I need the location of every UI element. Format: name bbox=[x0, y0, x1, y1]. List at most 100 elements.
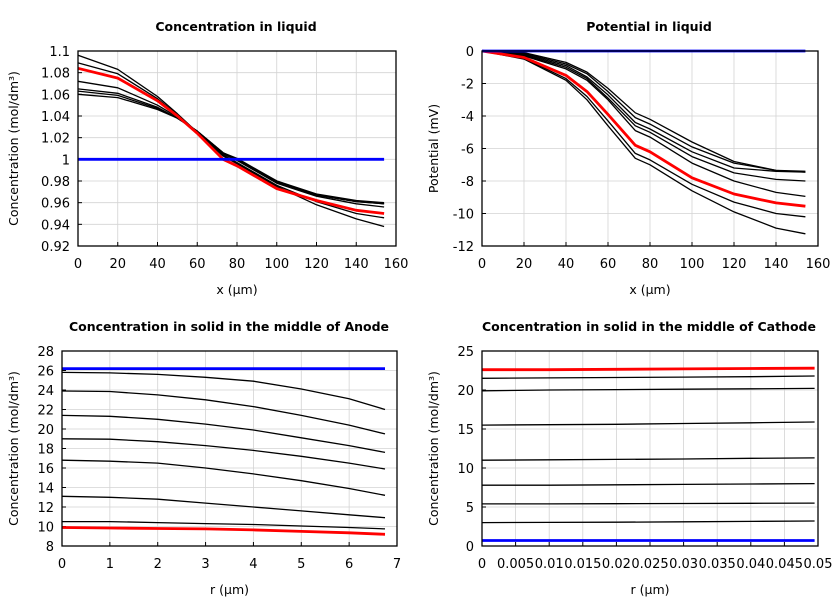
chart-title: Concentration in solid in the middle of … bbox=[482, 319, 816, 334]
x-tick-label: 6 bbox=[345, 557, 353, 572]
y-tick-label: 1.08 bbox=[41, 67, 70, 82]
series-line-black-7 bbox=[481, 50, 806, 235]
chart-title: Concentration in solid in the middle of … bbox=[69, 319, 389, 334]
x-axis-label: x (µm) bbox=[216, 282, 257, 297]
x-tick-label: 0.03 bbox=[669, 557, 698, 572]
series-line-black-6 bbox=[61, 495, 386, 519]
x-axis-label: x (µm) bbox=[629, 282, 670, 297]
x-tick-label: 3 bbox=[201, 557, 209, 572]
x-tick-label: 0 bbox=[478, 557, 486, 572]
x-tick-label: 160 bbox=[806, 257, 831, 272]
plot-frame bbox=[61, 350, 398, 547]
y-tick-label: 0 bbox=[466, 45, 474, 60]
series-line-black-5 bbox=[482, 482, 815, 486]
x-tick-label: 0.015 bbox=[564, 557, 601, 572]
series-line-black-6 bbox=[482, 502, 815, 505]
y-tick-label: 28 bbox=[37, 345, 54, 360]
x-tick-label: 0 bbox=[74, 257, 82, 272]
x-tick-label: 0.04 bbox=[736, 557, 765, 572]
x-tick-label: 120 bbox=[304, 257, 329, 272]
x-tick-label: 140 bbox=[344, 257, 369, 272]
chart-title: Potential in liquid bbox=[586, 19, 712, 34]
y-tick-label: 0.92 bbox=[41, 240, 70, 255]
y-tick-label: -6 bbox=[461, 143, 474, 158]
y-tick-label: 10 bbox=[37, 521, 54, 536]
x-axis-label: r (µm) bbox=[210, 582, 249, 597]
x-tick-label: 0.05 bbox=[804, 557, 833, 572]
x-tick-label: 80 bbox=[642, 257, 659, 272]
x-tick-label: 0.01 bbox=[535, 557, 564, 572]
series-line-black-2 bbox=[77, 62, 385, 219]
y-tick-label: 25 bbox=[457, 345, 474, 360]
x-tick-label: 160 bbox=[384, 257, 409, 272]
series-line-black-5 bbox=[481, 50, 806, 198]
y-tick-label: 16 bbox=[37, 462, 54, 477]
series-line-red-8 bbox=[481, 49, 806, 208]
y-tick-label: 0.94 bbox=[41, 218, 70, 233]
y-tick-label: 26 bbox=[37, 365, 54, 380]
series-line-black-6 bbox=[77, 93, 385, 204]
series-line-black-4 bbox=[481, 50, 806, 182]
x-tick-label: 40 bbox=[558, 257, 575, 272]
y-axis-label: Concentration (mol/dm³) bbox=[426, 371, 441, 526]
series-line-black-7 bbox=[62, 520, 386, 530]
x-tick-label: 2 bbox=[154, 557, 162, 572]
y-tick-label: 0 bbox=[466, 540, 474, 555]
x-tick-label: 140 bbox=[764, 257, 789, 272]
series-line-red-8 bbox=[482, 366, 815, 372]
y-tick-label: 20 bbox=[457, 384, 474, 399]
series-line-black-3 bbox=[481, 50, 806, 173]
x-tick-label: 40 bbox=[149, 257, 166, 272]
y-tick-label: 1.02 bbox=[41, 132, 70, 147]
y-axis-label: Concentration (mol/dm³) bbox=[6, 371, 21, 526]
series-line-black-4 bbox=[61, 438, 386, 470]
x-tick-label: 4 bbox=[249, 557, 257, 572]
x-tick-label: 7 bbox=[393, 557, 401, 572]
x-tick-label: 60 bbox=[600, 257, 617, 272]
y-tick-label: 12 bbox=[37, 501, 54, 516]
x-tick-label: 0.035 bbox=[699, 557, 736, 572]
y-tick-label: 1.06 bbox=[41, 88, 70, 103]
series-line-black-1 bbox=[61, 371, 386, 411]
y-axis-label: Concentration (mol/dm³) bbox=[6, 71, 21, 226]
x-tick-label: 5 bbox=[297, 557, 305, 572]
series-line-black-5 bbox=[77, 90, 385, 205]
plot-frame bbox=[481, 50, 819, 247]
series-line-black-3 bbox=[481, 421, 815, 426]
y-tick-label: -8 bbox=[461, 175, 474, 190]
x-tick-label: 100 bbox=[680, 257, 705, 272]
y-tick-label: -4 bbox=[461, 110, 474, 125]
y-tick-label: -12 bbox=[453, 240, 474, 255]
y-tick-label: 24 bbox=[37, 384, 54, 399]
y-tick-label: 1.1 bbox=[49, 45, 70, 60]
series-line-black-3 bbox=[77, 80, 385, 208]
series-line-black-2 bbox=[481, 387, 815, 392]
series-line-black-1 bbox=[481, 50, 806, 173]
plot-frame bbox=[481, 350, 819, 547]
subplot-2: 0 20 40 60 80 100 120 140 160 -12 -10 -8 -6 -4 -2 0 Pote… bbox=[426, 19, 830, 297]
y-tick-label: 1.04 bbox=[41, 110, 70, 125]
series-line-black-5 bbox=[61, 459, 386, 496]
x-tick-label: 120 bbox=[722, 257, 747, 272]
x-tick-label: 60 bbox=[189, 257, 206, 272]
y-tick-label: 8 bbox=[46, 540, 54, 555]
x-tick-label: 20 bbox=[516, 257, 533, 272]
series-line-black-4 bbox=[481, 457, 815, 461]
series-line-black-7 bbox=[481, 520, 815, 524]
x-tick-label: 1 bbox=[106, 557, 114, 572]
series-line-black-2 bbox=[61, 390, 386, 435]
chart-title: Concentration in liquid bbox=[155, 19, 316, 34]
y-tick-label: 15 bbox=[457, 423, 474, 438]
y-tick-label: -2 bbox=[461, 78, 474, 93]
series-line-black-6 bbox=[481, 50, 806, 218]
series-line-red-8 bbox=[61, 526, 386, 536]
series-line-black-2 bbox=[481, 50, 806, 172]
y-tick-label: 22 bbox=[37, 404, 54, 419]
y-tick-label: 14 bbox=[37, 482, 54, 497]
plot-frame bbox=[77, 50, 397, 247]
y-tick-label: 5 bbox=[466, 501, 474, 516]
y-tick-label: 20 bbox=[37, 423, 54, 438]
y-tick-label: 18 bbox=[37, 443, 54, 458]
y-tick-label: 0.96 bbox=[41, 197, 70, 212]
